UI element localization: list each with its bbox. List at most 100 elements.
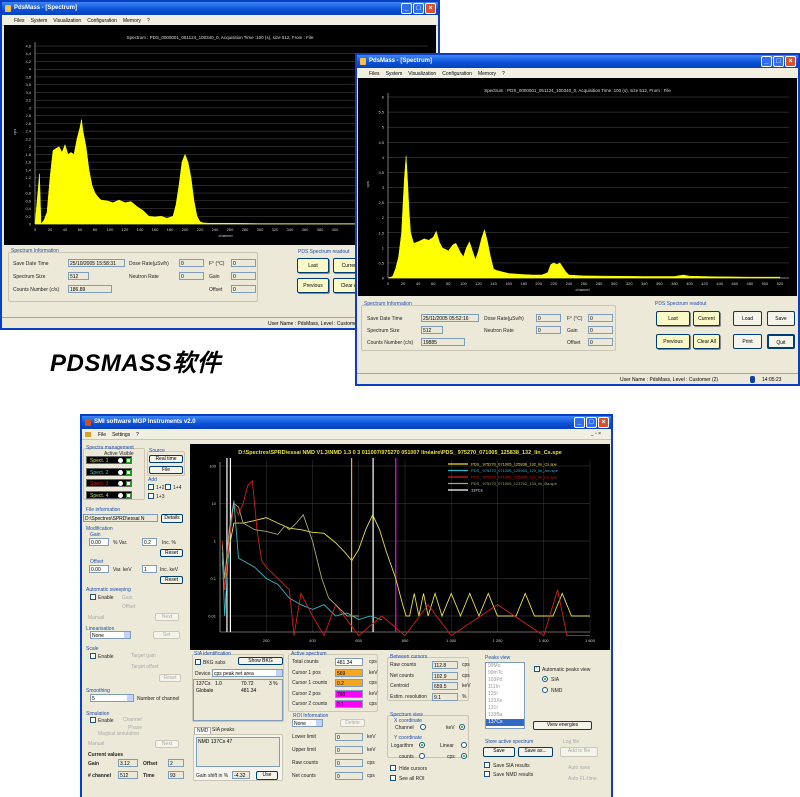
channel-radio[interactable] <box>420 724 426 730</box>
auto-peaks-checkbox[interactable]: ✓ <box>534 665 540 672</box>
menu-memory[interactable]: Memory <box>477 71 497 77</box>
title-bar[interactable]: PdsMass - [Spectrum] _ □ × <box>357 55 798 68</box>
use-button[interactable]: Use <box>256 771 278 780</box>
active-radio[interactable] <box>118 458 123 463</box>
title-bar[interactable]: PdsMass - [Spectrum] _ □ × <box>2 2 438 15</box>
spectrum-2-item[interactable]: Spect. 2 <box>86 467 132 476</box>
spectrum-3-item[interactable]: Spect. 3 <box>86 479 132 487</box>
peaks-listbox[interactable]: 99Mo 99mTc 103Pd 111In 125I 133Xe 131I 133Ba 137… <box>485 662 525 729</box>
close-button[interactable]: × <box>425 3 436 14</box>
device-select[interactable]: cps peak net area <box>212 669 283 677</box>
menu-help[interactable]: ? <box>147 18 150 24</box>
minimize-button[interactable]: _ <box>761 56 772 67</box>
show-bkg-button[interactable]: Show BKG <box>238 657 283 665</box>
visible-checkbox[interactable] <box>126 492 131 498</box>
sim-enable-checkbox[interactable] <box>90 717 96 723</box>
add-1-2-checkbox[interactable] <box>148 484 154 490</box>
active-radio[interactable] <box>118 469 123 475</box>
tab-sia-peaks[interactable]: SIA peaks <box>212 727 235 733</box>
add-1-3-checkbox[interactable] <box>148 493 154 499</box>
sweep-next-button[interactable]: Next <box>155 613 179 621</box>
gain-reset-button[interactable]: Reset <box>160 549 183 557</box>
clear-all-button[interactable]: Clear All <box>693 334 720 349</box>
visible-checkbox[interactable] <box>126 469 131 475</box>
visible-checkbox[interactable] <box>126 481 131 486</box>
add-to-file-button[interactable]: Add to file <box>560 747 598 757</box>
close-button[interactable]: × <box>785 56 796 67</box>
details-button[interactable]: Details <box>161 514 183 523</box>
nmd-radio[interactable] <box>542 687 548 693</box>
save-as-button[interactable]: Save as... <box>518 747 553 757</box>
roi-select[interactable]: None <box>292 719 323 727</box>
set-button[interactable]: Set <box>153 631 180 639</box>
close-button[interactable]: × <box>598 417 609 428</box>
save-spectrum-button[interactable]: Save <box>483 747 515 757</box>
peak-list-item[interactable]: 133Ba <box>488 712 503 718</box>
scale-reset-button[interactable]: Reset <box>159 674 181 682</box>
peak-list-item[interactable]: 137Cs <box>486 719 524 726</box>
minimize-button[interactable]: _ <box>574 417 585 428</box>
peak-list-item[interactable]: 131I <box>488 705 498 711</box>
menu-files[interactable]: Files <box>369 71 380 77</box>
offset-inc-field[interactable]: 1 <box>142 565 157 573</box>
menu-visualization[interactable]: Visualization <box>408 71 437 77</box>
last-button[interactable]: Last <box>656 311 690 326</box>
menu-memory[interactable]: Memory <box>122 18 142 24</box>
quit-button[interactable]: Quit <box>767 334 795 349</box>
sweep-enable-checkbox[interactable] <box>90 594 96 600</box>
current-button[interactable]: Current <box>693 311 720 326</box>
view-energies-button[interactable]: View energies <box>533 721 592 730</box>
previous-button[interactable]: Previous <box>656 334 690 349</box>
delete-roi-button[interactable]: Delete <box>340 719 365 727</box>
real-time-button[interactable]: Real time <box>149 455 183 463</box>
save-button[interactable]: Save <box>767 311 795 326</box>
menu-configuration[interactable]: Configuration <box>87 18 117 24</box>
gain-stepper[interactable]: 0.00 <box>89 538 109 546</box>
peak-list-item[interactable]: 111In <box>488 684 500 690</box>
kev-radio[interactable] <box>459 724 465 730</box>
title-bar[interactable]: SMI software MGP Instruments v2.0 _ □ × <box>82 416 611 429</box>
peak-list-item[interactable]: 133Xe <box>488 698 503 704</box>
menu-visualization[interactable]: Visualization <box>53 18 82 24</box>
save-nmd-checkbox[interactable] <box>484 771 490 777</box>
menu-files[interactable]: Files <box>14 18 25 24</box>
maximize-button[interactable]: □ <box>586 417 597 428</box>
menu-file[interactable]: File <box>98 432 107 438</box>
hide-cursors-checkbox[interactable] <box>390 765 396 771</box>
smoothing-select[interactable]: 5 <box>90 694 134 702</box>
spectrum-1-item[interactable]: Spect. 1 <box>86 456 132 464</box>
menu-configuration[interactable]: Configuration <box>442 71 472 77</box>
save-sia-checkbox[interactable] <box>484 762 490 768</box>
cps-radio[interactable] <box>461 753 467 759</box>
peak-list-item[interactable]: 103Pd <box>488 677 503 683</box>
spectrum-4-item[interactable]: Spect. 4 <box>86 490 132 499</box>
menu-help[interactable]: ? <box>502 71 505 77</box>
previous-button[interactable]: Previous <box>297 278 329 293</box>
see-all-roi-checkbox[interactable] <box>390 775 396 781</box>
offset-reset-button[interactable]: Reset <box>160 576 183 584</box>
peak-list-item[interactable]: 99mTc <box>488 670 503 676</box>
linearisation-select[interactable]: None <box>90 631 131 639</box>
load-button[interactable]: Load <box>733 311 762 326</box>
menu-system[interactable]: System <box>30 18 48 24</box>
bkg-subs-checkbox[interactable] <box>195 659 201 665</box>
maximize-button[interactable]: □ <box>413 3 424 14</box>
menu-help[interactable]: ? <box>136 432 139 438</box>
menu-settings[interactable]: Settings <box>112 432 131 438</box>
gain-inc-field[interactable]: 0.2 <box>142 538 157 546</box>
sia-results-list[interactable]: 137Cs 1.0 70.72 3 % Globale 481.34 <box>193 679 283 721</box>
scale-enable-checkbox[interactable] <box>90 653 96 659</box>
maximize-button[interactable]: □ <box>773 56 784 67</box>
menu-system[interactable]: System <box>385 71 403 77</box>
add-1-4-checkbox[interactable] <box>165 484 171 490</box>
linear-radio[interactable] <box>461 742 467 748</box>
mdi-controls[interactable]: _ ▫ × <box>590 431 601 437</box>
offset-stepper[interactable]: 0.00 <box>89 565 109 573</box>
logarithm-radio[interactable] <box>419 742 425 748</box>
sia-radio[interactable] <box>542 676 548 682</box>
file-button[interactable]: File <box>149 466 183 474</box>
minimize-button[interactable]: _ <box>401 3 412 14</box>
active-radio[interactable] <box>118 492 123 498</box>
peak-list-item[interactable]: 99Mo <box>488 663 501 669</box>
visible-checkbox[interactable] <box>126 458 131 463</box>
